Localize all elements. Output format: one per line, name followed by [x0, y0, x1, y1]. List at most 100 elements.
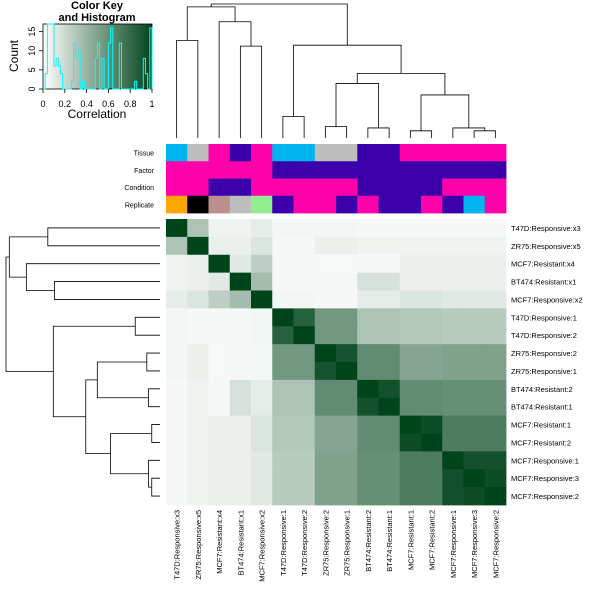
heatmap-cell — [208, 379, 231, 399]
heatmap-cell — [399, 236, 422, 256]
annotation-cell — [484, 195, 507, 214]
dendrogram-link — [151, 424, 160, 443]
heatmap-cell — [421, 433, 443, 452]
heatmap-cell — [251, 308, 273, 327]
annotation-cell — [166, 178, 188, 197]
heatmap-cell — [399, 451, 422, 470]
heatmap-cell — [421, 308, 443, 327]
heatmap-cell — [378, 397, 401, 417]
heatmap-cell — [336, 308, 358, 327]
column-label: MCF7:Responsive:x2 — [258, 510, 267, 582]
heatmap-cell — [293, 362, 316, 381]
heatmap-cell — [229, 236, 252, 256]
row-label: ZR75:Responsive:1 — [511, 367, 577, 376]
heatmap-cell — [229, 308, 252, 327]
heatmap-cell — [484, 397, 507, 417]
heatmap-cell — [399, 272, 422, 291]
column-label: T47D:Responsive:x3 — [173, 510, 182, 580]
heatmap-cell — [357, 487, 379, 506]
heatmap-cell — [336, 415, 358, 434]
heatmap-cell — [463, 415, 486, 434]
annotation-cell — [357, 144, 379, 162]
heatmap-cell — [166, 219, 188, 238]
heatmap-cell — [378, 469, 401, 488]
dendrogram-link — [5, 256, 54, 372]
heatmap-cell — [229, 451, 252, 470]
heatmap-cell — [399, 397, 422, 417]
annotation-cell — [357, 161, 379, 179]
heatmap-cell — [187, 469, 209, 488]
heatmap-cell — [293, 451, 316, 470]
heatmap-cell — [251, 415, 273, 434]
heatmap-cell — [314, 344, 337, 363]
annotation-cell — [463, 195, 486, 214]
annotation-cell — [208, 161, 231, 179]
heatmap-cell — [166, 451, 188, 470]
heatmap-cell — [166, 469, 188, 488]
heatmap-cell — [399, 308, 422, 327]
heatmap-cell — [166, 379, 188, 399]
annotation-cell — [378, 195, 401, 214]
annotation-cell — [399, 144, 422, 162]
heatmap-cell — [421, 344, 443, 363]
heatmap-cell — [187, 433, 209, 452]
heatmap-cell — [166, 415, 188, 434]
heatmap-cell — [272, 379, 294, 399]
heatmap-cell — [463, 236, 486, 256]
row-label: MCF7:Responsive:x2 — [511, 295, 583, 304]
annotation-cell — [251, 195, 273, 214]
heatmap-cell — [378, 236, 401, 256]
heatmap-cell — [187, 397, 209, 417]
heatmap-cell — [484, 379, 507, 399]
heatmap-cell — [421, 219, 443, 238]
heatmap-cell — [336, 236, 358, 256]
annotation-cell — [484, 144, 507, 162]
heatmap-cell — [357, 344, 379, 363]
heatmap-cell — [187, 219, 209, 238]
heatmap-cell — [357, 290, 379, 309]
heatmap-cell — [336, 362, 358, 381]
heatmap-cell — [208, 290, 231, 309]
annotation-cell — [187, 144, 209, 162]
heatmap-cell — [251, 433, 273, 452]
column-label: MCF7:Responsive:1 — [449, 510, 458, 578]
heatmap-cell — [484, 469, 507, 488]
heatmap-cell — [229, 290, 252, 309]
column-label: MCF7:Resistant:x4 — [215, 510, 224, 574]
heatmap-cell — [442, 487, 464, 506]
heatmap-cell — [208, 344, 231, 363]
heatmap-cell — [484, 219, 507, 238]
heatmap-cell — [442, 326, 464, 345]
heatmap-cell — [336, 290, 358, 309]
heatmap-cell — [484, 290, 507, 309]
annotation-cell — [208, 178, 231, 197]
color-key-x-tick-label: 0.8 — [124, 99, 137, 109]
annotation-cell — [187, 195, 209, 214]
color-key-y-tick-label: 0 — [27, 86, 37, 91]
heatmap-cell — [442, 469, 464, 488]
heatmap-cell — [357, 326, 379, 345]
heatmap-cell — [399, 219, 422, 238]
heatmap-cell — [378, 344, 401, 363]
heatmap-cell — [463, 290, 486, 309]
dendrogram-link — [148, 388, 160, 408]
color-key-x-tick-label: 0.2 — [59, 99, 72, 109]
color-key: Color Key and Histogram Count Correlatio… — [7, 0, 155, 121]
heatmap-cell — [463, 469, 486, 488]
heatmap-cell — [251, 254, 273, 274]
heatmap-cell — [208, 397, 231, 417]
heatmap-cell — [463, 397, 486, 417]
heatmap-cell — [229, 397, 252, 417]
heatmap-cell — [357, 433, 379, 452]
heatmap-cell — [166, 254, 188, 274]
heatmap-cell — [272, 469, 294, 488]
annotation-cell — [442, 161, 464, 179]
heatmap-cell — [314, 236, 337, 256]
annotation-cell — [293, 195, 316, 214]
heatmap-cells — [166, 219, 507, 506]
heatmap-cell — [421, 415, 443, 434]
heatmap-cell — [357, 397, 379, 417]
annotation-cell — [314, 178, 337, 197]
heatmap-cell — [357, 219, 379, 238]
